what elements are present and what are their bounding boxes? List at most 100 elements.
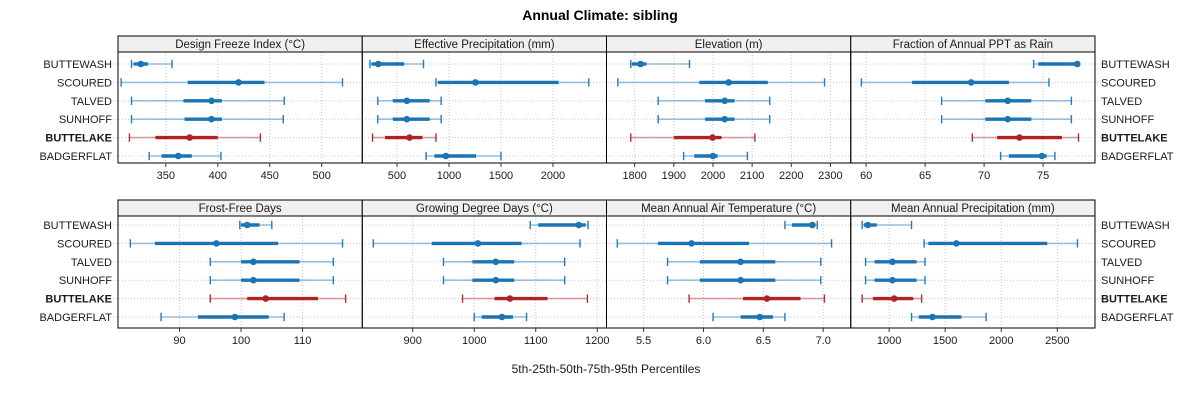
site-label-left-talved: TALVED: [71, 96, 112, 108]
tick-label: 2500: [1045, 335, 1069, 347]
site-label-right-buttewash: BUTTEWASH: [1101, 220, 1170, 232]
panel-mean-annual-air-temperature-c-: Mean Annual Air Temperature (°C) 5.5 6.0 6.…: [606, 199, 852, 347]
median-dot: [506, 295, 514, 302]
strip-label: Growing Degree Days (°C): [416, 203, 553, 215]
error-bar-scoured: [616, 239, 833, 248]
tick-label: 1500: [489, 170, 513, 182]
site-label-right-buttelake: BUTTELAKE: [1101, 133, 1168, 145]
error-bar-scoured: [860, 78, 1050, 87]
error-bar-sunhoff: [864, 276, 926, 285]
error-bar-badgerflat: [148, 151, 222, 161]
panel-bg: [850, 216, 1095, 328]
median-dot: [967, 79, 975, 86]
error-bar-sunhoff: [940, 115, 1073, 124]
median-dot: [709, 134, 716, 141]
tick-label: 350: [157, 170, 175, 182]
median-dot: [1074, 60, 1081, 68]
panel-bg: [850, 52, 1095, 163]
median-dot: [575, 221, 583, 229]
error-bar-buttelake: [209, 294, 347, 303]
tick-label: 2000: [541, 170, 565, 182]
error-bar-sunhoff: [130, 115, 284, 124]
median-dot: [721, 97, 729, 105]
panel-elevation-m-: Elevation (m) 1800 1900 2000 2100 2200 2300: [606, 35, 852, 182]
error-bar-buttelake: [371, 133, 437, 142]
error-bar-buttewash: [369, 59, 425, 69]
site-label-right-buttewash: BUTTEWASH: [1101, 59, 1170, 71]
tick-label: 7.0: [816, 335, 831, 347]
site-label-right-scoured: SCOURED: [1101, 238, 1156, 250]
error-bar-buttewash: [239, 220, 273, 230]
tick-label: 100: [232, 335, 250, 347]
panel-frost-free-days: Frost-Free Days 90 100 110: [117, 199, 363, 347]
median-dot: [1038, 152, 1046, 160]
site-label-left-badgerflat: BADGERFLAT: [39, 151, 112, 163]
median-dot: [929, 313, 936, 321]
median-dot: [809, 221, 816, 229]
site-label-left-sunhoff: SUNHOFF: [59, 275, 112, 287]
error-bar-talved: [209, 257, 335, 266]
tick-label: 60: [860, 170, 872, 182]
error-bar-buttewash: [630, 59, 691, 69]
median-dot: [721, 115, 729, 123]
strip-label: Fraction of Annual PPT as Rain: [893, 39, 1053, 51]
tick-label: 2000: [701, 170, 725, 182]
error-bar-talved: [864, 257, 926, 266]
error-bar-badgerflat: [473, 312, 528, 322]
median-dot: [756, 313, 764, 321]
median-dot: [403, 115, 411, 123]
error-bar-sunhoff: [657, 115, 771, 124]
median-dot: [231, 313, 239, 321]
error-bar-badgerflat: [425, 151, 502, 161]
error-bar-buttelake: [461, 294, 589, 303]
x-axis-label: 5th-25th-50th-75th-95th Percentiles: [512, 362, 701, 376]
error-bar-talved: [940, 96, 1073, 105]
median-dot: [208, 115, 215, 123]
error-bar-scoured: [372, 239, 581, 248]
tick-label: 500: [388, 170, 406, 182]
strip-label: Mean Annual Air Temperature (°C): [641, 203, 816, 215]
page-title: Annual Climate: sibling: [522, 7, 678, 23]
panel-bg: [606, 52, 851, 163]
median-dot: [864, 221, 872, 229]
site-label-right-sunhoff: SUNHOFF: [1101, 275, 1154, 287]
error-bar-buttelake: [971, 133, 1080, 142]
site-label-left-buttelake: BUTTELAKE: [45, 294, 112, 306]
median-dot: [213, 240, 220, 247]
median-dot: [403, 97, 411, 105]
tick-label: 1500: [933, 335, 957, 347]
site-label-left-talved: TALVED: [71, 257, 112, 269]
error-bar-buttewash: [861, 220, 913, 230]
site-label-right-sunhoff: SUNHOFF: [1101, 114, 1154, 126]
strip-label: Effective Precipitation (mm): [414, 39, 555, 51]
median-dot: [1004, 115, 1011, 123]
tick-label: 1000: [437, 170, 461, 182]
median-dot: [637, 60, 644, 68]
tick-label: 90: [173, 335, 185, 347]
error-bar-sunhoff: [442, 276, 566, 285]
median-dot: [406, 134, 413, 141]
strip-label: Design Freeze Index (°C): [175, 39, 305, 51]
panels-group: Design Freeze Index (°C) 350 400 450 500 Effe…: [39, 35, 1174, 347]
tick-label: 6.5: [756, 335, 771, 347]
median-dot: [763, 295, 771, 302]
median-dot: [250, 276, 257, 284]
error-bar-talved: [666, 257, 822, 266]
error-bar-badgerflat: [682, 151, 749, 161]
tick-label: 1000: [877, 335, 901, 347]
tick-label: 1800: [622, 170, 646, 182]
median-dot: [474, 240, 482, 247]
site-label-left-badgerflat: BADGERFLAT: [39, 312, 112, 324]
median-dot: [688, 240, 695, 247]
median-dot: [889, 258, 896, 266]
tick-label: 500: [313, 170, 331, 182]
error-bar-scoured: [617, 78, 826, 87]
tick-label: 1100: [524, 335, 548, 347]
site-label-right-badgerflat: BADGERFLAT: [1101, 312, 1174, 324]
error-bar-talved: [130, 96, 285, 105]
tick-label: 70: [978, 170, 990, 182]
error-bar-talved: [442, 257, 566, 266]
error-bar-buttewash: [784, 220, 818, 230]
error-bar-sunhoff: [666, 276, 822, 285]
